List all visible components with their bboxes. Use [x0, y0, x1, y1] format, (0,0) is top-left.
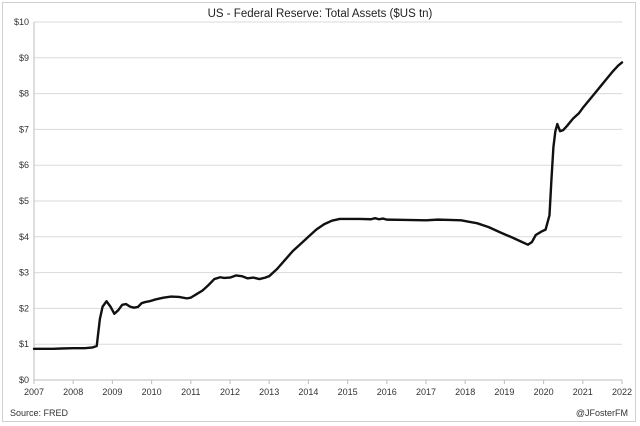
x-tick-label: 2020 — [534, 387, 554, 397]
x-tick-label: 2015 — [338, 387, 358, 397]
x-tick-label: 2013 — [259, 387, 279, 397]
chart-frame — [2, 2, 636, 422]
y-tick-label: $0 — [19, 375, 29, 385]
x-tick-label: 2011 — [181, 387, 200, 397]
x-tick-label: 2016 — [377, 387, 397, 397]
grid-lines — [34, 21, 622, 345]
x-tick-label: 2018 — [455, 387, 475, 397]
x-tick-label: 2019 — [494, 387, 514, 397]
x-tick-label: 2022 — [612, 387, 632, 397]
axes — [33, 22, 623, 384]
y-tick-label: $9 — [19, 53, 29, 63]
x-tick-label: 2007 — [24, 387, 44, 397]
author-credit: @JFosterFM — [576, 408, 628, 418]
x-tick-labels: 2007 2008 2009 2010 2011 2012 2013 2014 2015 2016… — [24, 387, 632, 397]
y-tick-label: $7 — [19, 124, 29, 134]
x-tick-label: 2012 — [220, 387, 240, 397]
x-tick-label: 2009 — [102, 387, 122, 397]
x-tick-label: 2014 — [298, 387, 318, 397]
source-note: Source: FRED — [10, 408, 69, 418]
x-tick-label: 2017 — [416, 387, 436, 397]
y-tick-label: $1 — [19, 339, 29, 349]
y-tick-label: $10 — [14, 17, 29, 27]
y-tick-label: $4 — [19, 232, 29, 242]
y-tick-label: $5 — [19, 196, 29, 206]
chart-title: US - Federal Reserve: Total Assets ($US … — [208, 8, 433, 20]
x-tick-label: 2010 — [142, 387, 162, 397]
y-tick-label: $2 — [19, 303, 29, 313]
y-tick-labels: $0 $1 $2 $3 $4 $5 $6 $7 $8 $9 $10 — [14, 17, 29, 385]
x-tick-label: 2021 — [573, 387, 593, 397]
series-line-total-assets — [32, 61, 624, 351]
x-tick-label: 2008 — [63, 387, 83, 397]
y-tick-label: $8 — [19, 89, 29, 99]
y-tick-label: $6 — [19, 160, 29, 170]
y-tick-label: $3 — [19, 268, 29, 278]
